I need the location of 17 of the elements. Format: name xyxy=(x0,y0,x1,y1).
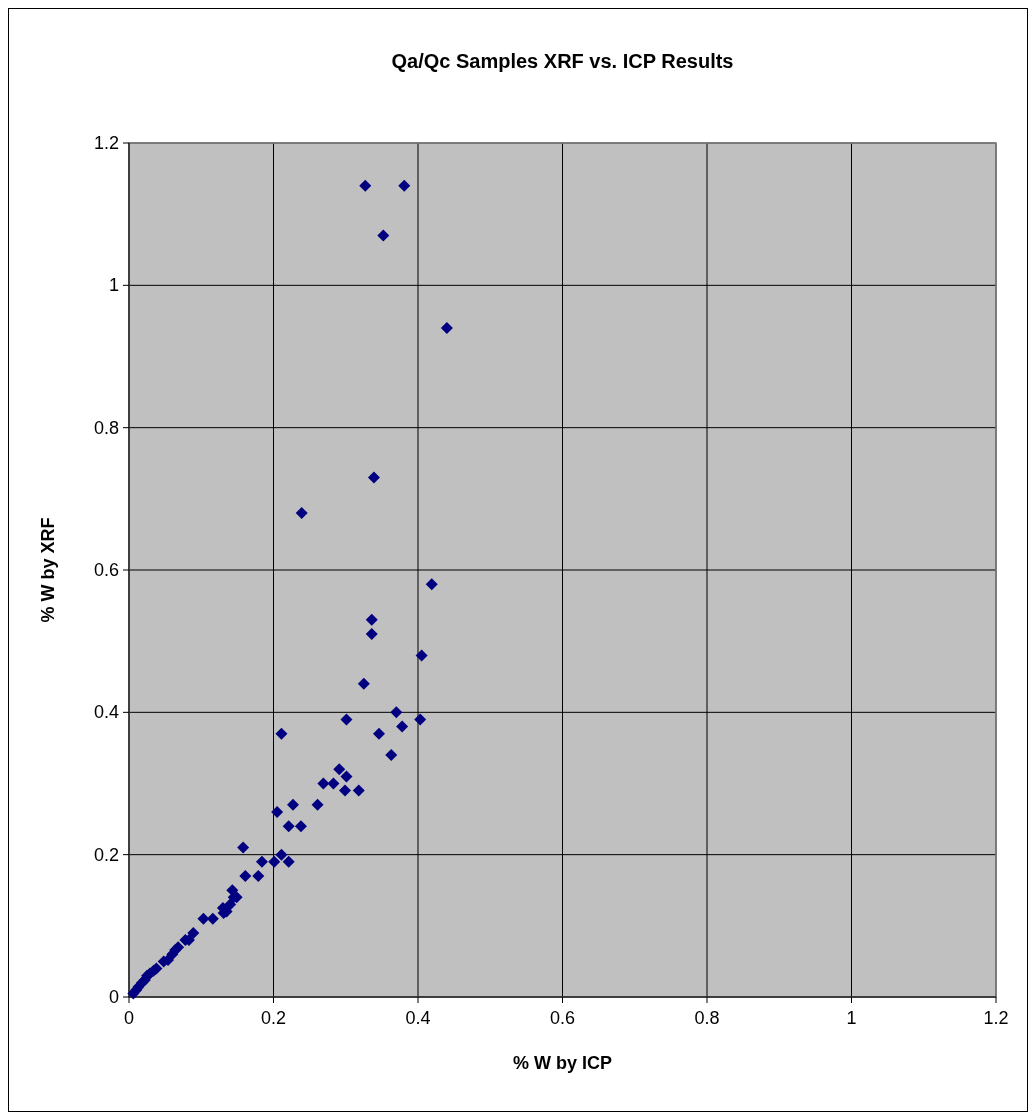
y-tick-label: 0 xyxy=(108,987,119,1007)
x-axis-title: % W by ICP xyxy=(512,1053,613,1073)
y-tick-label: 1.2 xyxy=(93,133,119,153)
x-tick-label: 0.8 xyxy=(694,1008,720,1028)
x-tick-label: 0 xyxy=(123,1008,135,1028)
y-axis-title: % W by XRF xyxy=(38,517,58,623)
chart-title: Qa/Qc Samples XRF vs. ICP Results xyxy=(391,50,734,72)
x-tick-label: 1.2 xyxy=(983,1008,1009,1028)
y-tick-label: 0.4 xyxy=(93,702,119,723)
y-tick-label: 0.2 xyxy=(93,844,119,865)
x-tick-label: 0.6 xyxy=(549,1008,576,1028)
y-tick-label: 1 xyxy=(108,275,119,296)
y-tick-label: 0.8 xyxy=(93,417,119,438)
x-tick-label: 1 xyxy=(846,1008,857,1028)
y-tick-label: 0.6 xyxy=(93,560,119,580)
x-tick-label: 0.2 xyxy=(260,1008,287,1028)
x-tick-label: 0.4 xyxy=(405,1008,431,1028)
